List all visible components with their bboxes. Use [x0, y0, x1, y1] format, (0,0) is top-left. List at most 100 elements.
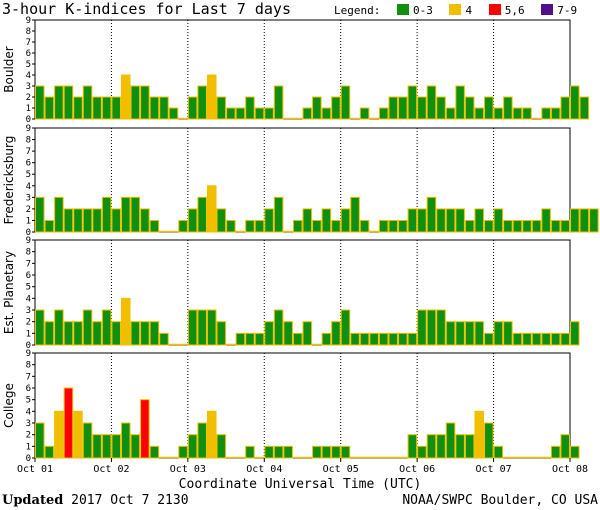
- k-index-bar: [407, 434, 418, 459]
- updated-timestamp: Updated 2017 Oct 7 2130: [2, 493, 189, 508]
- k-index-bar: [445, 208, 456, 233]
- k-index-bar: [264, 208, 274, 233]
- k-index-bar: [512, 332, 523, 346]
- k-index-bar: [350, 332, 360, 346]
- k-index-bar: [245, 219, 255, 233]
- y-tick-label: 4: [26, 71, 31, 81]
- y-tick-label: 1: [26, 442, 31, 452]
- k-index-bar: [359, 332, 370, 346]
- k-index-bar: [82, 85, 93, 120]
- k-index-bar: [522, 332, 532, 346]
- k-index-bar: [264, 107, 274, 120]
- legend-swatch-0-3: [396, 4, 409, 15]
- k-index-bar: [197, 85, 207, 120]
- k-index-bar: [54, 309, 64, 346]
- k-index-bar: [273, 309, 284, 346]
- y-tick-label: 0: [26, 115, 31, 125]
- k-index-bar: [302, 208, 313, 233]
- k-index-bar: [512, 219, 523, 233]
- k-index-bar: [130, 321, 141, 346]
- k-index-bar: [541, 107, 551, 120]
- k-index-bar: [493, 321, 504, 346]
- k-index-bar: [264, 321, 274, 346]
- y-tick-label: 7: [26, 38, 31, 48]
- k-index-bar: [340, 208, 351, 233]
- k-index-bar: [369, 332, 379, 346]
- k-index-bar: [111, 434, 121, 459]
- k-index-bar: [101, 434, 112, 459]
- legend-item-4: 4: [449, 4, 472, 17]
- panel-label: Boulder: [2, 46, 16, 93]
- k-index-bar: [550, 107, 561, 120]
- k-index-bar: [120, 196, 131, 233]
- k-index-bar: [445, 321, 456, 346]
- k-index-bar: [359, 107, 370, 120]
- k-index-bar: [120, 297, 131, 346]
- k-index-bar: [484, 422, 494, 459]
- y-tick-label: 5: [26, 60, 31, 70]
- legend-label: Legend:: [334, 4, 381, 17]
- y-tick-label: 6: [26, 384, 31, 394]
- y-tick-label: 1: [26, 216, 31, 226]
- k-index-bar: [273, 85, 284, 120]
- k-index-bar: [436, 208, 446, 233]
- y-tick-label: 1: [26, 104, 31, 114]
- k-index-bar: [474, 208, 485, 233]
- k-index-bar: [130, 196, 141, 233]
- k-index-bar: [522, 219, 532, 233]
- k-index-bar: [101, 196, 112, 233]
- k-index-bar: [378, 107, 389, 120]
- k-index-bar: [111, 321, 121, 346]
- panel-label: College: [2, 383, 16, 428]
- y-tick-label: 1: [26, 329, 31, 339]
- k-index-bar: [254, 332, 265, 346]
- k-index-bar: [178, 445, 188, 459]
- k-index-bar: [512, 107, 523, 120]
- y-tick-label: 5: [26, 396, 31, 406]
- k-index-bar: [321, 445, 332, 459]
- k-index-bar: [522, 107, 532, 120]
- k-index-bar: [159, 332, 169, 346]
- k-index-bar: [436, 434, 446, 459]
- y-tick-label: 2: [26, 431, 31, 441]
- y-tick-label: 8: [26, 361, 31, 371]
- k-index-bar: [321, 208, 332, 233]
- k-index-bar: [570, 445, 580, 459]
- panel-label: Est. Planetary: [2, 251, 16, 334]
- y-tick-label: 6: [26, 49, 31, 59]
- y-tick-label: 0: [26, 454, 31, 464]
- k-index-bar: [579, 96, 590, 120]
- k-index-bar: [140, 85, 150, 120]
- k-index-bar: [331, 445, 341, 459]
- k-index-bar: [197, 309, 207, 346]
- legend-item-0-3: 0-3: [396, 4, 433, 17]
- y-tick-label: 3: [26, 306, 31, 316]
- k-index-bar: [455, 434, 465, 459]
- k-index-bar: [187, 309, 198, 346]
- k-index-bar: [63, 387, 74, 459]
- k-index-bar: [570, 208, 580, 233]
- k-index-bar: [331, 96, 341, 120]
- k-index-bar: [464, 96, 475, 120]
- k-index-bar: [417, 208, 427, 233]
- k-index-bar: [149, 445, 160, 459]
- k-index-bar: [54, 196, 64, 233]
- k-index-bar: [398, 332, 408, 346]
- k-index-bar: [245, 96, 255, 120]
- k-index-bar: [455, 208, 465, 233]
- legend-item-7-9: 7-9: [541, 4, 577, 17]
- k-index-bar: [216, 434, 227, 459]
- k-index-bar: [168, 107, 179, 120]
- k-index-bar: [388, 96, 399, 120]
- legend-swatch-4: [449, 4, 462, 15]
- k-index-bar: [73, 410, 83, 459]
- k-index-bar: [197, 196, 207, 233]
- k-index-bar: [235, 332, 246, 346]
- k-index-bar: [493, 445, 504, 459]
- y-tick-label: 4: [26, 294, 31, 304]
- k-index-bar: [340, 445, 351, 459]
- k-index-bar: [388, 219, 399, 233]
- k-index-bar: [54, 85, 64, 120]
- k-index-bar: [101, 309, 112, 346]
- k-index-bar: [321, 107, 332, 120]
